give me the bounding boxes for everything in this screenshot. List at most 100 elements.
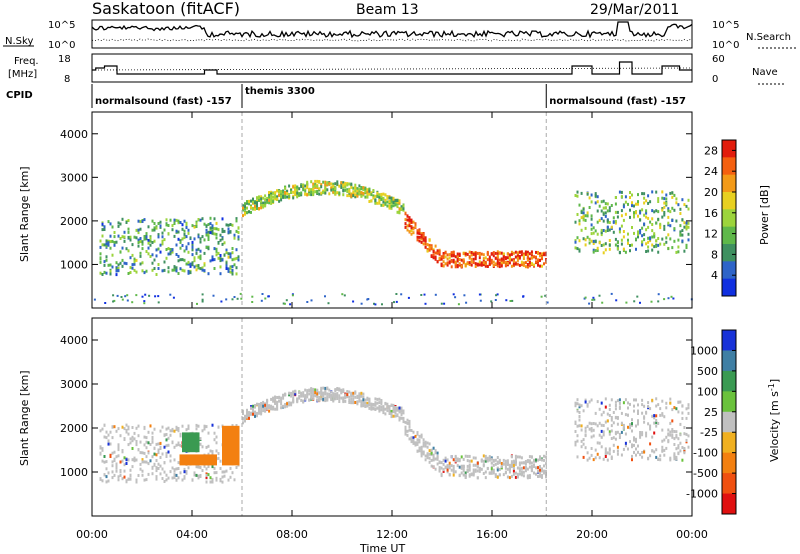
velocity-cell xyxy=(518,472,521,476)
power-cell xyxy=(537,259,539,263)
velocity-cell xyxy=(482,464,485,468)
velocity-cell xyxy=(659,458,662,462)
velocity-cell xyxy=(631,458,633,462)
velocity-cell xyxy=(360,399,363,403)
velocity-cell xyxy=(173,445,176,449)
velocity-cell xyxy=(151,431,154,435)
x-tick-label: 00:00 xyxy=(676,528,708,541)
power-cell xyxy=(598,204,601,208)
velocity-cell xyxy=(659,454,662,458)
velocity-cell xyxy=(302,394,305,398)
beam-title: Beam 13 xyxy=(356,2,419,18)
velocity-cell xyxy=(141,473,144,477)
velocity-cell xyxy=(428,442,431,446)
velocity-cell xyxy=(610,424,613,428)
power-cell xyxy=(296,195,299,199)
power-cell xyxy=(382,200,385,204)
power-cell xyxy=(480,263,483,267)
velocity-cell xyxy=(246,414,248,417)
power-cell xyxy=(163,260,166,264)
velocity-cell xyxy=(673,452,676,456)
velocity-cell xyxy=(199,465,202,469)
power-cell xyxy=(488,262,491,266)
velocity-cell xyxy=(462,457,465,461)
power-cell xyxy=(606,219,609,223)
power-cell xyxy=(582,218,585,222)
velocity-cell xyxy=(574,422,577,425)
power-cell xyxy=(424,236,427,240)
power-cell xyxy=(360,191,363,195)
velocity-cell xyxy=(522,461,525,465)
velocity-cell xyxy=(665,446,668,450)
power-cell xyxy=(219,272,222,276)
velocity-cell xyxy=(392,408,395,412)
velocity-cell xyxy=(376,406,379,410)
velocity-cell xyxy=(606,427,609,431)
power-cell xyxy=(608,239,611,242)
velocity-cell xyxy=(543,471,545,475)
velocity-cell xyxy=(633,443,635,447)
velocity-cell xyxy=(360,402,363,406)
velocity-cell xyxy=(211,423,214,427)
velocity-cell xyxy=(280,398,283,402)
power-cell xyxy=(237,258,240,262)
velocity-cell xyxy=(143,460,146,464)
power-cell xyxy=(310,193,313,197)
velocity-cell xyxy=(161,425,164,429)
power-cell xyxy=(183,236,186,240)
power-cell xyxy=(209,226,212,230)
power-cell xyxy=(673,239,676,243)
power-cell xyxy=(452,251,455,255)
velocity-cell xyxy=(165,478,168,482)
power-cell xyxy=(478,293,481,296)
velocity-cell xyxy=(107,433,110,437)
power-cell xyxy=(306,180,309,184)
velocity-cell xyxy=(197,424,200,428)
power-cell xyxy=(669,237,672,241)
power-cell xyxy=(195,225,198,228)
velocity-cell xyxy=(661,413,664,417)
power-cell xyxy=(576,190,579,194)
velocity-cell xyxy=(294,392,297,396)
power-cell xyxy=(284,195,287,199)
velocity-cell xyxy=(490,471,493,475)
velocity-cell xyxy=(408,419,411,423)
power-cell xyxy=(442,254,445,258)
power-cell xyxy=(306,182,309,186)
velocity-cell xyxy=(484,476,487,480)
power-cell xyxy=(223,241,226,245)
velocity-cell xyxy=(280,396,283,400)
power-cell xyxy=(314,190,317,194)
power-cell xyxy=(518,256,521,260)
power-cell xyxy=(442,252,445,255)
velocity-cell xyxy=(614,400,617,404)
velocity-cell xyxy=(276,404,279,408)
nave-label: Nave xyxy=(752,67,778,78)
velocity-cell xyxy=(512,472,515,476)
velocity-cell xyxy=(119,470,122,474)
power-cell xyxy=(272,200,275,204)
power-cell xyxy=(649,220,652,224)
power-cell xyxy=(244,205,246,208)
velocity-cell xyxy=(219,467,222,470)
velocity-cell xyxy=(476,461,479,465)
velocity-cell xyxy=(155,459,158,462)
power-cell xyxy=(109,272,112,276)
velocity-cell xyxy=(280,400,283,404)
power-cell xyxy=(645,199,648,203)
power-cell xyxy=(171,224,174,228)
velocity-cell xyxy=(187,424,190,428)
velocity-cell xyxy=(326,397,329,401)
velocity-cell xyxy=(221,480,224,484)
power-cell xyxy=(510,264,513,268)
power-cell xyxy=(117,234,120,238)
power-cell xyxy=(221,217,224,221)
velocity-cell xyxy=(592,434,595,438)
power-cell xyxy=(687,238,690,242)
velocity-cell xyxy=(137,474,140,477)
velocity-cell xyxy=(620,411,623,415)
power-cell xyxy=(596,220,599,224)
power-cell xyxy=(673,208,676,212)
velocity-cell xyxy=(472,463,475,467)
power-colorbar-swatch xyxy=(722,261,736,280)
